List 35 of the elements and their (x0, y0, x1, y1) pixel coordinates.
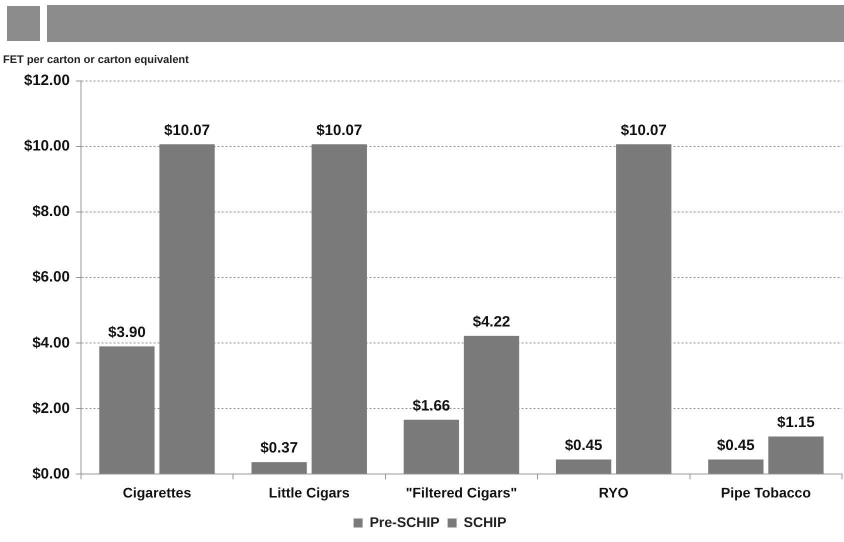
data-label: $4.22 (472, 314, 510, 331)
y-tick-label: $4.00 (32, 334, 70, 352)
bar (251, 462, 307, 474)
data-label: $10.07 (316, 122, 362, 139)
x-tick-label: Little Cigars (268, 484, 350, 500)
data-label: $10.07 (164, 122, 210, 139)
data-label: $1.15 (777, 414, 815, 432)
y-tick-label: $6.00 (32, 268, 70, 286)
bar (404, 420, 460, 474)
x-tick-label: Cigarettes (122, 484, 192, 500)
bar (99, 346, 155, 474)
y-tick-label: $12.00 (24, 72, 70, 90)
y-tick-label: $0.00 (32, 465, 70, 482)
y-tick-label: $8.00 (32, 203, 70, 220)
legend-label: SCHIP (464, 514, 506, 530)
data-label: $10.07 (620, 122, 667, 139)
x-tick-label: Pipe Tobacco (720, 484, 811, 500)
bar (616, 144, 672, 474)
y-axis-title: FET per carton or carton equivalent (3, 54, 190, 66)
bar (708, 459, 764, 474)
data-label: $0.37 (260, 440, 298, 457)
bar (768, 436, 824, 474)
bar (159, 144, 215, 474)
bar (312, 144, 367, 474)
bar (464, 336, 520, 474)
data-label: $0.45 (717, 437, 755, 454)
y-tick-label: $10.00 (24, 138, 70, 155)
y-tick-label: $2.00 (32, 400, 70, 417)
legend-label: Pre-SCHIP (370, 514, 440, 530)
x-tick-label: RYO (598, 484, 629, 500)
data-label: $0.45 (564, 437, 602, 454)
data-label: $3.90 (108, 324, 146, 342)
x-tick-label: "Filtered Cigars" (406, 484, 518, 500)
bar (556, 459, 612, 474)
data-label: $1.66 (412, 397, 450, 414)
